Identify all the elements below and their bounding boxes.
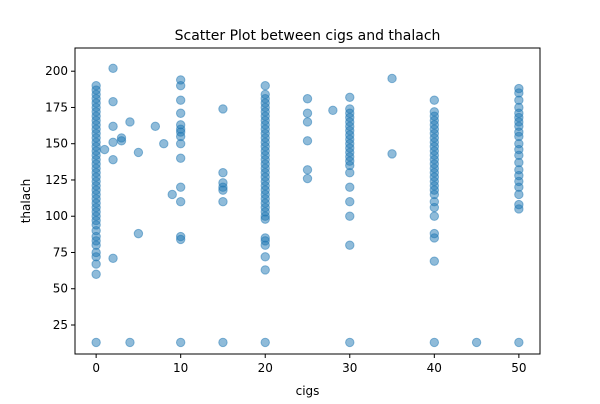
scatter-point-124 [345,337,355,348]
x-tick-label-0: 0 [92,361,100,375]
scatter-point-50 [116,133,127,143]
scatter-point-128 [345,182,355,192]
scatter-point-197 [514,83,524,94]
scatter-point-77 [218,178,228,188]
scatter-point-58 [175,337,186,348]
scatter-point-81 [260,265,270,275]
scatter-point-146 [387,73,397,84]
scatter-point-126 [345,211,355,221]
y-tick-label-150: 150 [45,137,68,151]
scatter-point-56 [159,139,169,149]
scatter-point-175 [471,337,482,348]
scatter-point-45 [108,137,118,147]
scatter-point-70 [175,95,186,105]
scatter-point-122 [302,94,313,104]
y-tick-label-175: 175 [45,100,68,114]
y-tick-label-75: 75 [53,245,68,259]
x-tick-label-40: 40 [427,361,442,375]
y-axis-label: thalach [19,179,33,224]
scatter-point-82 [260,252,270,262]
scatter-point-57 [167,189,177,200]
scatter-point-68 [175,120,186,130]
scatter-point-178 [514,199,524,210]
scatter-point-74 [218,197,228,207]
scatter-point-143 [345,104,355,114]
scatter-point-121 [302,108,313,118]
x-tick-label-50: 50 [511,361,526,375]
y-tick-label-100: 100 [45,209,68,223]
x-tick-label-10: 10 [173,361,188,375]
plot-frame [74,47,541,355]
scatter-point-176 [514,337,524,348]
scatter-point-51 [125,337,135,348]
scatter-point-44 [108,154,118,165]
scatter-point-47 [108,96,118,107]
y-tick-label-125: 125 [45,173,68,187]
scatter-point-144 [345,92,355,103]
scatter-point-147 [429,337,440,348]
scatter-point-79 [218,104,228,114]
scatter-point-43 [108,253,118,263]
scatter-point-60 [175,231,186,242]
scatter-point-46 [108,121,118,132]
scatter-point-174 [429,95,440,105]
scatter-point-62 [175,182,186,192]
scatter-point-125 [345,240,355,250]
scatter-point-115 [260,89,270,100]
scatter-point-120 [302,117,313,127]
y-tick-label-50: 50 [53,282,68,296]
y-axis-ticks: 25 50 75 100 125 150 175 200 [45,64,75,332]
scatter-point-1 [91,269,101,279]
scatter-point-69 [175,108,186,118]
y-tick-label-25: 25 [53,318,68,332]
scatter-point-54 [133,147,144,158]
scatter-point-80 [260,337,270,348]
scatter-point-127 [345,197,355,207]
scatter-point-72 [175,75,186,85]
points-layer [91,63,524,348]
scatter-point-53 [133,228,144,239]
scatter-point-61 [175,197,186,207]
scatter-point-150 [429,228,440,239]
scatter-point-73 [218,337,228,348]
x-axis-ticks: 0 10 20 30 40 50 [92,354,527,375]
scatter-point-52 [125,117,135,127]
scatter-point-63 [175,153,186,163]
scatter-point-78 [218,168,228,178]
scatter-point-119 [302,136,313,146]
scatter-point-173 [429,107,440,117]
scatter-point-48 [108,63,118,74]
scatter-point-55 [150,121,161,132]
chart-title: Scatter Plot between cigs and thalach [175,28,441,44]
scatter-point-123 [328,105,338,116]
scatter-point-42 [99,144,110,155]
x-tick-label-20: 20 [258,361,273,375]
y-tick-label-200: 200 [45,64,68,78]
scatter-point-148 [429,256,440,266]
x-axis-label: cigs [296,384,320,398]
scatter-point-116 [260,81,270,91]
scatter-point-145 [387,149,397,159]
scatter-point-0 [91,337,101,348]
scatter-point-151 [429,211,440,221]
scatter-point-85 [260,233,270,243]
scatter-point-118 [302,165,313,175]
x-tick-label-30: 30 [342,361,357,375]
scatter-point-117 [302,173,313,184]
scatter-point-41 [91,81,101,91]
